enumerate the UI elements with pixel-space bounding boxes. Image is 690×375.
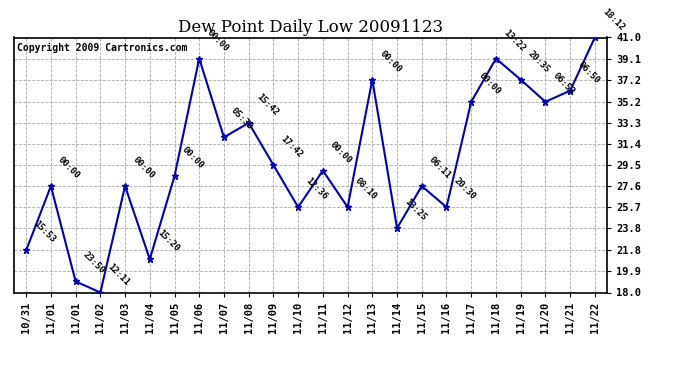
Text: 12:11: 12:11 — [106, 262, 131, 287]
Text: 13:25: 13:25 — [402, 197, 428, 223]
Text: 18:12: 18:12 — [600, 7, 626, 32]
Text: 06:11: 06:11 — [427, 155, 453, 180]
Text: 00:00: 00:00 — [378, 49, 403, 74]
Text: 17:42: 17:42 — [279, 134, 304, 159]
Text: 06:53: 06:53 — [551, 71, 576, 96]
Text: 00:00: 00:00 — [130, 155, 156, 180]
Text: 12:36: 12:36 — [304, 176, 329, 202]
Text: 15:42: 15:42 — [254, 92, 279, 117]
Text: 00:00: 00:00 — [477, 71, 502, 96]
Text: 00:00: 00:00 — [328, 140, 354, 165]
Text: 15:53: 15:53 — [32, 219, 57, 245]
Text: 15:20: 15:20 — [155, 228, 181, 254]
Text: 06:50: 06:50 — [575, 60, 601, 85]
Text: 20:30: 20:30 — [452, 176, 477, 202]
Title: Dew Point Daily Low 20091123: Dew Point Daily Low 20091123 — [178, 19, 443, 36]
Text: 08:10: 08:10 — [353, 176, 379, 202]
Text: Copyright 2009 Cartronics.com: Copyright 2009 Cartronics.com — [17, 43, 187, 52]
Text: 00:00: 00:00 — [57, 155, 82, 180]
Text: 13:22: 13:22 — [502, 28, 527, 53]
Text: 05:30: 05:30 — [230, 106, 255, 132]
Text: 00:00: 00:00 — [180, 145, 206, 171]
Text: 23:50: 23:50 — [81, 251, 106, 276]
Text: 00:00: 00:00 — [205, 28, 230, 53]
Text: 20:35: 20:35 — [526, 49, 551, 74]
